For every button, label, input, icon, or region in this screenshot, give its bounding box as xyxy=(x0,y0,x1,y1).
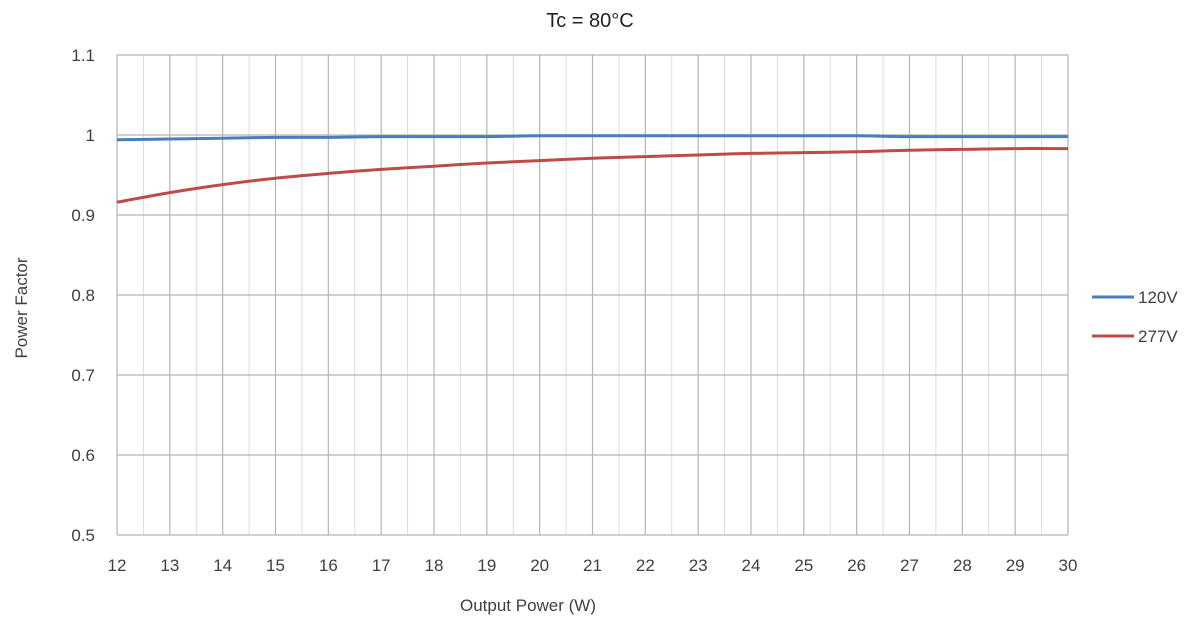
chart-title: Tc = 80°C xyxy=(546,10,633,32)
y-tick-label: 0.5 xyxy=(71,526,95,545)
x-tick-label: 25 xyxy=(794,556,813,575)
x-tick-label: 23 xyxy=(689,556,708,575)
x-tick-label: 29 xyxy=(1006,556,1025,575)
x-tick-label: 16 xyxy=(319,556,338,575)
x-tick-label: 21 xyxy=(583,556,602,575)
series-line-120v xyxy=(116,134,1068,142)
legend-label: 277V xyxy=(1138,327,1178,346)
y-tick-label: 0.9 xyxy=(71,206,95,225)
y-tick-labels: 0.5 0.6 0.7 0.8 0.9 1 1.1 xyxy=(71,46,95,545)
y-tick-label: 0.7 xyxy=(71,366,95,385)
y-tick-label: 1 xyxy=(86,126,95,145)
x-tick-label: 27 xyxy=(900,556,919,575)
x-tick-label: 17 xyxy=(372,556,391,575)
x-tick-label: 18 xyxy=(425,556,444,575)
series-line-277v xyxy=(116,147,1069,204)
legend: 120V 277V xyxy=(1092,288,1178,346)
x-tick-label: 15 xyxy=(266,556,285,575)
x-tick-label: 19 xyxy=(477,556,496,575)
x-axis-label: Output Power (W) xyxy=(460,596,596,615)
x-tick-label: 22 xyxy=(636,556,655,575)
x-tick-labels: 12 13 14 15 16 17 18 19 20 21 22 23 24 25 26 27 28 29 30 xyxy=(108,556,1078,575)
x-tick-label: 14 xyxy=(213,556,232,575)
y-axis-label: Power Factor xyxy=(12,257,31,358)
legend-label: 120V xyxy=(1138,288,1178,307)
y-tick-label: 0.6 xyxy=(71,446,95,465)
series-lines xyxy=(116,134,1069,204)
x-tick-label: 28 xyxy=(953,556,972,575)
y-tick-label: 0.8 xyxy=(71,286,95,305)
x-tick-label: 20 xyxy=(530,556,549,575)
x-tick-label: 13 xyxy=(160,556,179,575)
major-gridlines xyxy=(116,54,1069,536)
y-tick-label: 1.1 xyxy=(71,46,95,65)
x-tick-label: 30 xyxy=(1059,556,1078,575)
x-tick-label: 26 xyxy=(847,556,866,575)
x-tick-label: 12 xyxy=(108,556,127,575)
x-tick-label: 24 xyxy=(742,556,761,575)
